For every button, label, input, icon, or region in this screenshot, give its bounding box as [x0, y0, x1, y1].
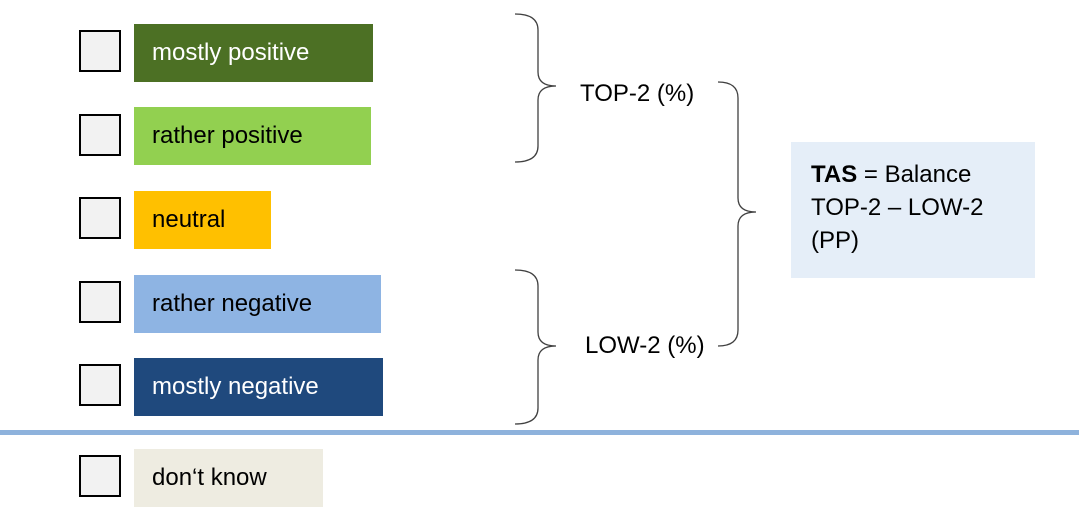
tas-line-2: TOP-2 – LOW-2 — [811, 194, 984, 221]
checkbox-dont-know[interactable] — [79, 455, 121, 497]
checkbox-mostly-negative[interactable] — [79, 364, 121, 406]
checkbox-rather-positive[interactable] — [79, 114, 121, 156]
option-neutral: neutral — [134, 191, 271, 249]
tas-abbr: TAS — [811, 161, 858, 188]
checkbox-mostly-positive[interactable] — [79, 30, 121, 72]
option-mostly-negative: mostly negative — [134, 358, 383, 416]
tas-line-3: (PP) — [811, 227, 859, 254]
option-rather-positive: rather positive — [134, 107, 371, 165]
combined-brace — [717, 81, 757, 347]
option-mostly-positive: mostly positive — [134, 24, 373, 82]
tas-definition-box: TAS = Balance TOP-2 – LOW-2 (PP) — [791, 142, 1035, 278]
option-rather-negative: rather negative — [134, 275, 381, 333]
low2-label: LOW-2 (%) — [585, 332, 705, 359]
separator-line — [0, 430, 1079, 435]
checkbox-rather-negative[interactable] — [79, 281, 121, 323]
top2-label: TOP-2 (%) — [580, 80, 695, 107]
checkbox-neutral[interactable] — [79, 197, 121, 239]
low2-brace — [514, 269, 557, 425]
tas-line-1: TAS = Balance — [811, 158, 1035, 191]
top2-brace — [514, 13, 557, 163]
tas-balance-text: = Balance — [857, 161, 972, 188]
